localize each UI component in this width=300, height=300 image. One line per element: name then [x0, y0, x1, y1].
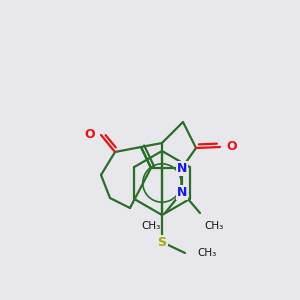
Text: O: O: [84, 128, 95, 142]
Text: O: O: [226, 140, 237, 154]
Text: CH₃: CH₃: [204, 221, 223, 231]
Text: S: S: [158, 236, 166, 248]
Text: N: N: [177, 161, 187, 175]
Text: CH₃: CH₃: [197, 248, 216, 258]
Text: N: N: [177, 185, 187, 199]
Text: CH₃: CH₃: [142, 221, 161, 231]
